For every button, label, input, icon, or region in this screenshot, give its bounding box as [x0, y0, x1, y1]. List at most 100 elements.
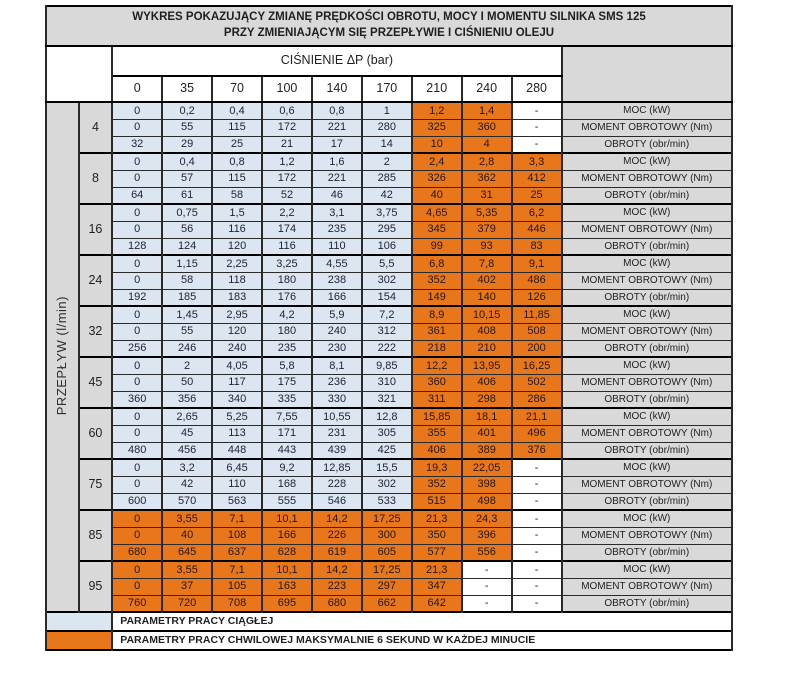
value-cell: - [510, 101, 563, 120]
value-cell: 99 [410, 237, 463, 256]
value-cell: 149 [410, 288, 463, 307]
value-cell: 222 [360, 339, 413, 358]
value-cell: 0,8 [211, 152, 263, 171]
value-cell: 230 [310, 339, 363, 358]
value-cell: 1 [360, 101, 413, 120]
value-cell: 113 [211, 424, 263, 443]
value-cell: - [510, 118, 563, 137]
value-cell: 58 [211, 186, 263, 205]
table-row: 480 456 448 443 439 425 406 389 376 OBROTY (obr/m… [46, 441, 734, 460]
value-cell: 326 [410, 169, 463, 188]
value-cell: 8,9 [410, 305, 463, 324]
value-cell: 45 [161, 424, 214, 443]
value-cell: 360 [410, 373, 463, 392]
legend-swatch-momentary [44, 630, 114, 651]
value-cell: 21,1 [510, 407, 563, 426]
value-cell: 7,8 [460, 254, 513, 273]
value-cell: 124 [161, 237, 214, 256]
value-cell: 115 [211, 169, 263, 188]
value-cell: 0 [111, 458, 164, 477]
value-cell: 295 [360, 220, 413, 239]
table-row: 680 645 637 628 619 605 577 556- OBROTY (obr/min… [46, 543, 734, 562]
value-cell: 5,35 [460, 203, 513, 222]
flow-value: 85 [77, 509, 114, 562]
value-cell: 16,25 [510, 356, 563, 375]
table-row: 0 45 113 171 231 305 355 401 496 MOMENT OBROTOWY … [46, 424, 734, 443]
value-cell: 0,2 [161, 101, 214, 120]
row-unit-label: OBROTY (obr/min) [560, 390, 734, 409]
value-cell: 2 [360, 152, 413, 171]
legend-label-continuous: PARAMETRY PRACY CIĄGŁEJ [111, 611, 733, 632]
value-cell: 1,6 [310, 152, 363, 171]
value-cell: 0 [111, 101, 164, 120]
row-unit-label: OBROTY (obr/min) [560, 594, 734, 613]
value-cell: 238 [310, 271, 363, 290]
value-cell: 396 [460, 526, 513, 545]
value-cell: 235 [310, 220, 363, 239]
value-cell: 0,75 [161, 203, 214, 222]
row-unit-label: MOMENT OBROTOWY (Nm) [560, 475, 734, 494]
value-cell: 496 [510, 424, 563, 443]
value-cell: 645 [161, 543, 214, 562]
flow-axis-label: PRZEPŁYW (l/min) [45, 101, 80, 613]
value-cell: 0 [111, 560, 164, 579]
value-cell: 55 [161, 322, 214, 341]
value-cell: 0,8 [310, 101, 363, 120]
flow-value: 45 [77, 356, 114, 409]
row-unit-label: OBROTY (obr/min) [560, 288, 734, 307]
value-cell: 600 [111, 492, 164, 511]
value-cell: 401 [460, 424, 513, 443]
value-cell: 0 [111, 373, 164, 392]
value-cell: 22,05 [460, 458, 513, 477]
value-cell: 17,25 [360, 560, 413, 579]
value-cell: 52 [261, 186, 313, 205]
value-cell: 116 [211, 220, 263, 239]
engine-parameters-table: WYKRES POKAZUJĄCY ZMIANĘ PRĘDKOŚCI OBROT… [44, 5, 734, 651]
value-cell: 128 [111, 237, 164, 256]
value-cell: 1,2 [410, 101, 463, 120]
value-cell: 605 [360, 543, 413, 562]
row-unit-label: MOMENT OBROTOWY (Nm) [560, 526, 734, 545]
row-unit-label: MOC (kW) [560, 101, 734, 120]
value-cell: 555 [261, 492, 313, 511]
value-cell: 19,3 [410, 458, 463, 477]
value-cell: 0 [111, 509, 164, 528]
row-unit-label: MOMENT OBROTOWY (Nm) [560, 220, 734, 239]
table-row: 760 720 708 695 680 662 642- - OBROTY (obr/min) [46, 594, 734, 613]
value-cell: 7,2 [360, 305, 413, 324]
value-cell: 218 [410, 339, 463, 358]
pressure-tick: 210 [410, 75, 463, 103]
table-row: 60 0 2,65 5,25 7,55 10,55 12,8 15,85 18,1 21,1 MOC… [46, 407, 734, 460]
value-cell: 210 [460, 339, 513, 358]
value-cell: - [510, 543, 563, 562]
value-cell: 93 [460, 237, 513, 256]
value-cell: 4,2 [261, 305, 313, 324]
value-cell: 312 [360, 322, 413, 341]
value-cell: 1,5 [211, 203, 263, 222]
value-cell: 2,25 [211, 254, 263, 273]
value-cell: - [510, 560, 563, 579]
value-cell: 350 [410, 526, 463, 545]
row-unit-label: MOC (kW) [560, 254, 734, 273]
table-row: 32 0 1,45 2,95 4,2 5,9 7,2 8,9 10,15 11,85 MOC (kW… [46, 305, 734, 358]
value-cell: 32 [111, 135, 164, 154]
value-cell: 61 [161, 186, 214, 205]
value-cell: 17,25 [360, 509, 413, 528]
value-cell: 228 [310, 475, 363, 494]
value-cell: 297 [360, 577, 413, 596]
value-cell: 64 [111, 186, 164, 205]
value-cell: 174 [261, 220, 313, 239]
value-cell: 118 [211, 271, 263, 290]
value-cell: 619 [310, 543, 363, 562]
value-cell: 226 [310, 526, 363, 545]
value-cell: 25 [510, 186, 563, 205]
value-cell: 2,2 [261, 203, 313, 222]
value-cell: 2,8 [460, 152, 513, 171]
table-row: 0 50 117 175 236 310 360 406 502 MOMENT OBROTOWY … [46, 373, 734, 392]
value-cell: 5,5 [360, 254, 413, 273]
legend-label-momentary: PARAMETRY PRACY CHWILOWEJ MAKSYMALNIE 6 … [111, 630, 733, 651]
legend-swatch-continuous [44, 611, 114, 632]
value-cell: 637 [211, 543, 263, 562]
value-cell: 31 [460, 186, 513, 205]
value-cell: 406 [410, 441, 463, 460]
